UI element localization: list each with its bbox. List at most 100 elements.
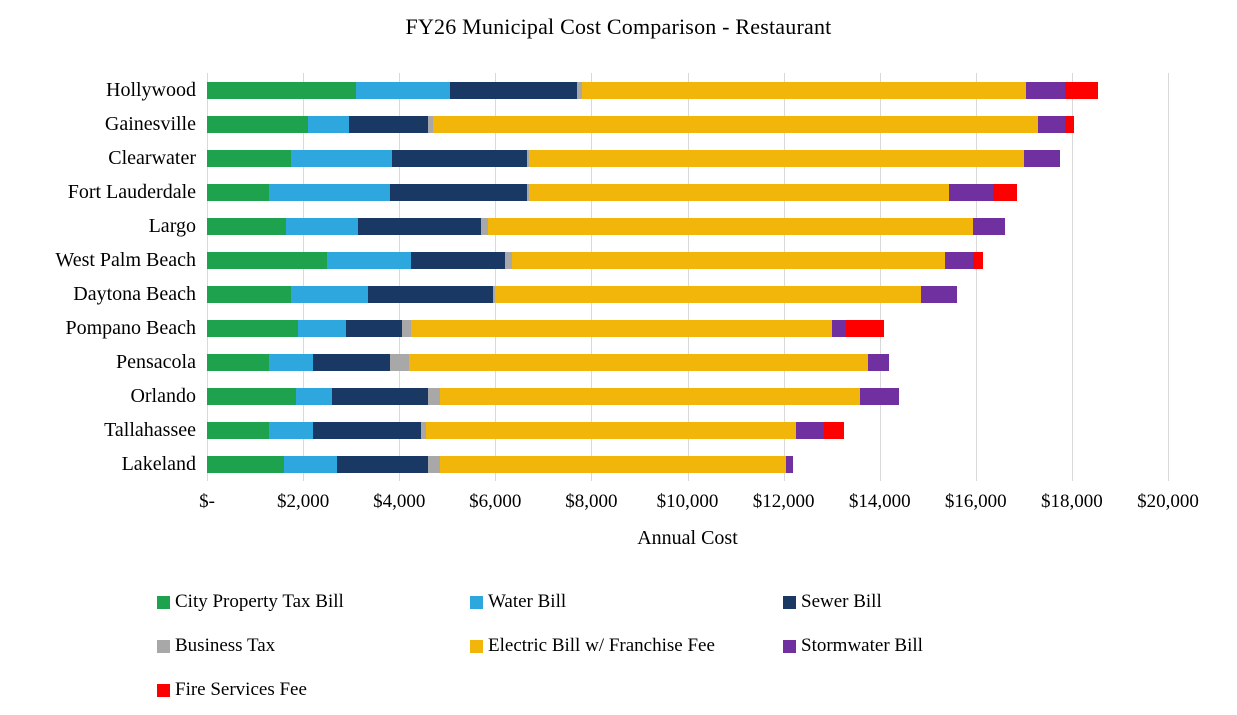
- bar-segment: [425, 421, 796, 439]
- legend-item: City Property Tax Bill: [157, 591, 344, 613]
- x-tick-label: $10,000: [656, 491, 719, 512]
- bar-segment: [867, 353, 890, 371]
- bar-segment: [411, 319, 832, 337]
- bar-row: [207, 251, 983, 269]
- x-tick-label: $-: [199, 491, 215, 512]
- bar-segment: [358, 217, 481, 235]
- legend-label: Water Bill: [488, 591, 567, 612]
- bar-segment: [307, 115, 349, 133]
- bar-segment: [401, 319, 412, 337]
- x-axis-label: Annual Cost: [637, 527, 738, 549]
- bar-segment: [992, 183, 1017, 201]
- gridline: [591, 73, 593, 481]
- x-tick-label: $20,000: [1137, 491, 1199, 512]
- bar-segment: [492, 285, 496, 303]
- legend-item: Water Bill: [470, 591, 566, 613]
- bar-segment: [1023, 149, 1060, 167]
- category-label: Tallahassee: [104, 419, 196, 441]
- bar-segment: [391, 149, 527, 167]
- bar-segment: [411, 251, 505, 269]
- legend-marker: [470, 595, 483, 609]
- bar-segment: [944, 251, 974, 269]
- category-label: Clearwater: [108, 147, 196, 169]
- gridline: [783, 73, 785, 481]
- bar-segment: [207, 387, 296, 405]
- bar-segment: [312, 353, 390, 371]
- category-label: Pompano Beach: [65, 317, 196, 339]
- bar-segment: [1026, 81, 1065, 99]
- bar-row: [207, 387, 899, 405]
- bar-segment: [408, 353, 868, 371]
- bar-segment: [207, 183, 270, 201]
- bar-row: [207, 455, 794, 473]
- gridline: [207, 73, 208, 481]
- bar-segment: [504, 251, 513, 269]
- x-tick-label: $2,000: [276, 491, 330, 512]
- legend-label: Electric Bill w/ Franchise Fee: [488, 635, 715, 656]
- bar-segment: [207, 353, 270, 371]
- category-label: Lakeland: [121, 453, 196, 475]
- legend-marker: [157, 639, 170, 653]
- bar-segment: [512, 251, 945, 269]
- gridline: [879, 73, 881, 481]
- bar-segment: [528, 183, 950, 201]
- bar-segment: [428, 455, 440, 473]
- gridline: [495, 73, 497, 481]
- bar-row: [207, 183, 1017, 201]
- bar-segment: [526, 149, 529, 167]
- bar-segment: [428, 387, 441, 405]
- bar-segment: [488, 217, 974, 235]
- bar-segment: [831, 319, 847, 337]
- legend-marker: [783, 595, 796, 609]
- bar-segment: [355, 81, 450, 99]
- bar-segment: [824, 421, 844, 439]
- bar-segment: [440, 455, 786, 473]
- x-tick-label: $12,000: [752, 491, 815, 512]
- bar-segment: [312, 421, 421, 439]
- x-tick-label: $16,000: [944, 491, 1007, 512]
- legend-label: Stormwater Bill: [801, 635, 923, 656]
- legend-marker: [157, 683, 170, 697]
- bar-segment: [298, 319, 347, 337]
- bar-segment: [576, 81, 582, 99]
- bar-segment: [269, 421, 313, 439]
- bar-segment: [528, 149, 1024, 167]
- gridline: [399, 73, 401, 481]
- bar-segment: [207, 455, 284, 473]
- bar-segment: [495, 285, 921, 303]
- bar-segment: [389, 183, 527, 201]
- bar-segment: [1064, 81, 1099, 99]
- category-label: Gainesville: [104, 113, 196, 135]
- x-tick-label: $4,000: [373, 491, 426, 512]
- legend-label: Business Tax: [175, 635, 276, 656]
- bar-segment: [432, 115, 1039, 133]
- legend-item: Sewer Bill: [783, 591, 882, 613]
- bar-segment: [1064, 115, 1075, 133]
- bar-segment: [327, 251, 412, 269]
- x-tick-label: $6,000: [469, 491, 522, 512]
- bar-segment: [949, 183, 993, 201]
- bar-row: [207, 149, 1060, 167]
- bar-segment: [207, 319, 299, 337]
- bar-segment: [581, 81, 1027, 99]
- bar-segment: [348, 115, 428, 133]
- bar-segment: [346, 319, 402, 337]
- gridline: [1071, 73, 1073, 481]
- bar-segment: [269, 353, 313, 371]
- bar-segment: [973, 251, 983, 269]
- bar-segment: [207, 251, 328, 269]
- legend-item: Electric Bill w/ Franchise Fee: [470, 635, 715, 657]
- legend-item: Stormwater Bill: [783, 635, 923, 657]
- legend: City Property Tax Bill Water Bill Sewer Bi…: [157, 591, 1096, 701]
- bar-segment: [480, 217, 489, 235]
- category-label: West Palm Beach: [55, 249, 196, 271]
- bar-segment: [1038, 115, 1065, 133]
- legend-label: Sewer Bill: [801, 591, 882, 612]
- bar-row: [207, 353, 890, 371]
- bar-segment: [367, 285, 493, 303]
- legend-marker: [157, 595, 170, 609]
- x-tick-label: $8,000: [565, 491, 618, 512]
- gridline: [303, 73, 305, 481]
- bar-segment: [295, 387, 332, 405]
- legend-item: Business Tax: [157, 635, 275, 657]
